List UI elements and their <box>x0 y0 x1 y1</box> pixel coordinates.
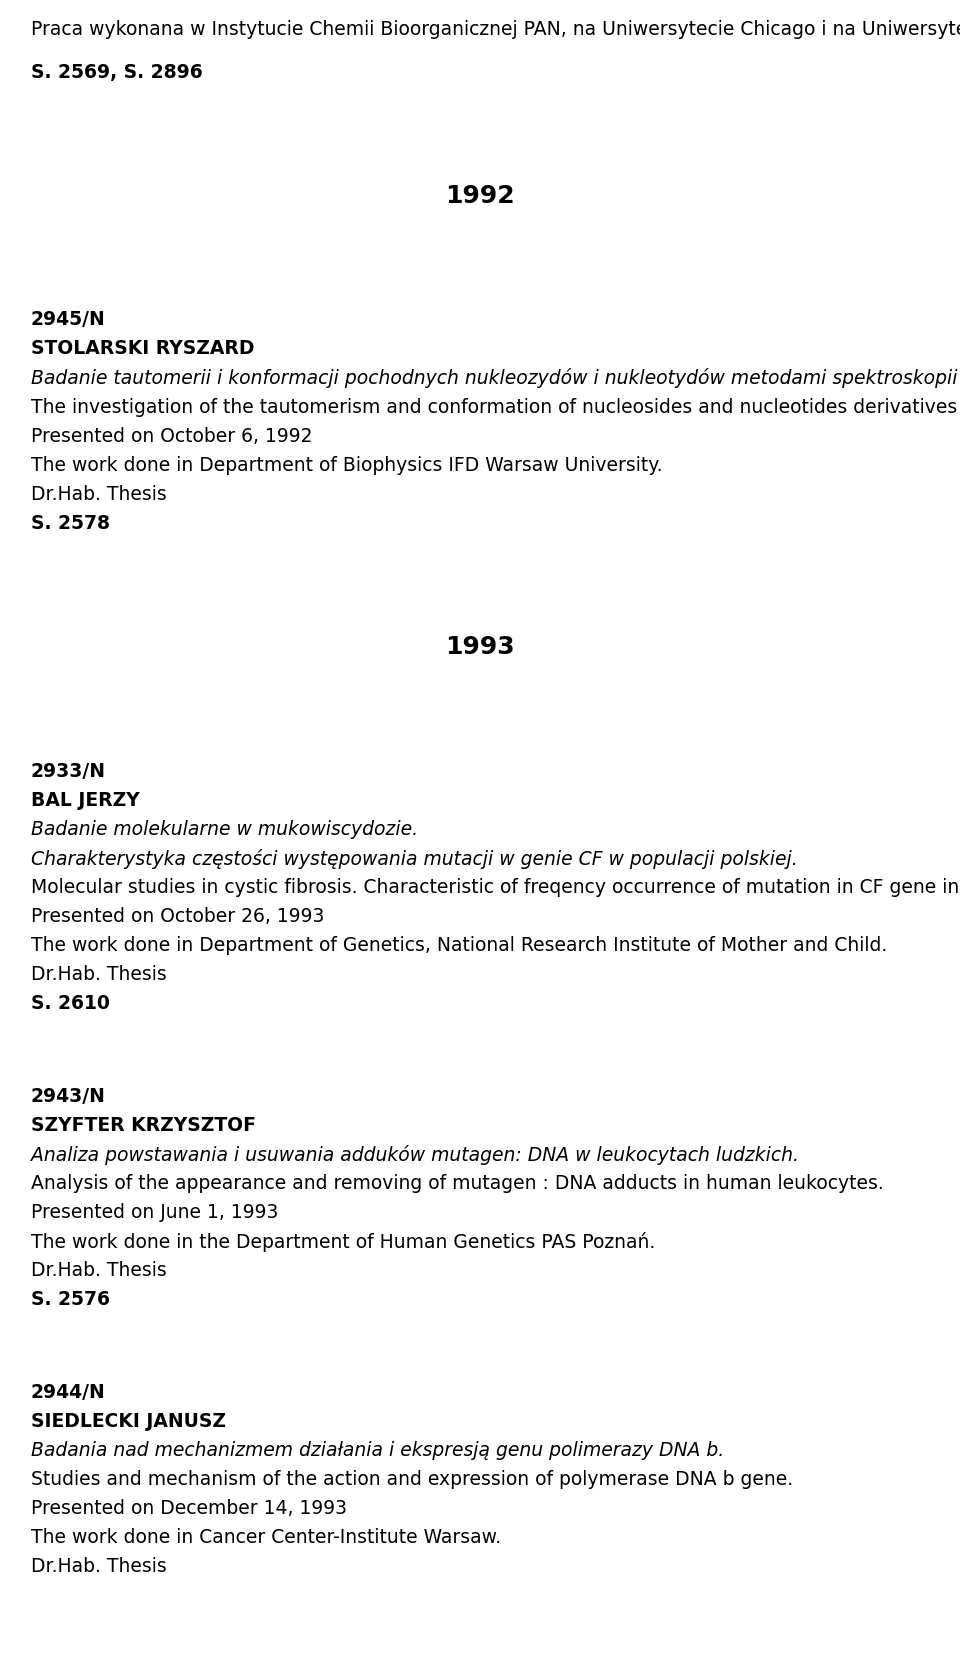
Text: STOLARSKI RYSZARD: STOLARSKI RYSZARD <box>31 339 254 359</box>
Text: The work done in Department of Genetics, National Research Institute of Mother a: The work done in Department of Genetics,… <box>31 936 887 954</box>
Text: The work done in Cancer Center-Institute Warsaw.: The work done in Cancer Center-Institute… <box>31 1528 501 1548</box>
Text: The investigation of the tautomerism and conformation of nucleosides and nucleot: The investigation of the tautomerism and… <box>31 397 960 416</box>
Text: S. 2569, S. 2896: S. 2569, S. 2896 <box>31 62 203 82</box>
Text: S. 2610: S. 2610 <box>31 994 109 1013</box>
Text: Analiza powstawania i usuwania adduków mutagen: DNA w leukocytach ludzkich.: Analiza powstawania i usuwania adduków m… <box>31 1145 799 1166</box>
Text: Charakterystyka częstości występowania mutacji w genie CF w populacji polskiej.: Charakterystyka częstości występowania m… <box>31 849 798 869</box>
Text: Dr.Hab. Thesis: Dr.Hab. Thesis <box>31 1261 166 1280</box>
Text: 2933/N: 2933/N <box>31 761 106 780</box>
Text: 1992: 1992 <box>445 184 515 208</box>
Text: S. 2576: S. 2576 <box>31 1290 109 1310</box>
Text: SZYFTER KRZYSZTOF: SZYFTER KRZYSZTOF <box>31 1115 255 1135</box>
Text: Presented on October 26, 1993: Presented on October 26, 1993 <box>31 907 324 926</box>
Text: Studies and mechanism of the action and expression of polymerase DNA b gene.: Studies and mechanism of the action and … <box>31 1471 793 1489</box>
Text: Molecular studies in cystic fibrosis. Characteristic of freqency occurrence of m: Molecular studies in cystic fibrosis. Ch… <box>31 877 960 897</box>
Text: BAL JERZY: BAL JERZY <box>31 790 139 810</box>
Text: Badanie tautomerii i konformacji pochodnych nukleozydów i nukleotydów metodami s: Badanie tautomerii i konformacji pochodn… <box>31 369 960 389</box>
Text: Presented on October 6, 1992: Presented on October 6, 1992 <box>31 426 312 446</box>
Text: The work done in Department of Biophysics IFD Warsaw University.: The work done in Department of Biophysic… <box>31 456 662 475</box>
Text: Dr.Hab. Thesis: Dr.Hab. Thesis <box>31 1558 166 1576</box>
Text: SIEDLECKI JANUSZ: SIEDLECKI JANUSZ <box>31 1412 226 1430</box>
Text: Dr.Hab. Thesis: Dr.Hab. Thesis <box>31 485 166 503</box>
Text: Presented on December 14, 1993: Presented on December 14, 1993 <box>31 1499 347 1518</box>
Text: S. 2578: S. 2578 <box>31 513 109 533</box>
Text: The work done in the Department of Human Genetics PAS Poznań.: The work done in the Department of Human… <box>31 1233 655 1253</box>
Text: Analysis of the appearance and removing of mutagen : DNA adducts in human leukoc: Analysis of the appearance and removing … <box>31 1174 883 1192</box>
Text: Dr.Hab. Thesis: Dr.Hab. Thesis <box>31 964 166 984</box>
Text: Badanie molekularne w mukowiscydozie.: Badanie molekularne w mukowiscydozie. <box>31 820 418 838</box>
Text: Badania nad mechanizmem działania i ekspresją genu polimerazy DNA b.: Badania nad mechanizmem działania i eksp… <box>31 1441 724 1461</box>
Text: Presented on June 1, 1993: Presented on June 1, 1993 <box>31 1202 278 1223</box>
Text: 1993: 1993 <box>445 636 515 659</box>
Text: 2944/N: 2944/N <box>31 1384 106 1402</box>
Text: 2945/N: 2945/N <box>31 310 106 329</box>
Text: 2943/N: 2943/N <box>31 1087 106 1105</box>
Text: Praca wykonana w Instytucie Chemii Bioorganicznej PAN, na Uniwersytecie Chicago : Praca wykonana w Instytucie Chemii Bioor… <box>31 20 960 39</box>
